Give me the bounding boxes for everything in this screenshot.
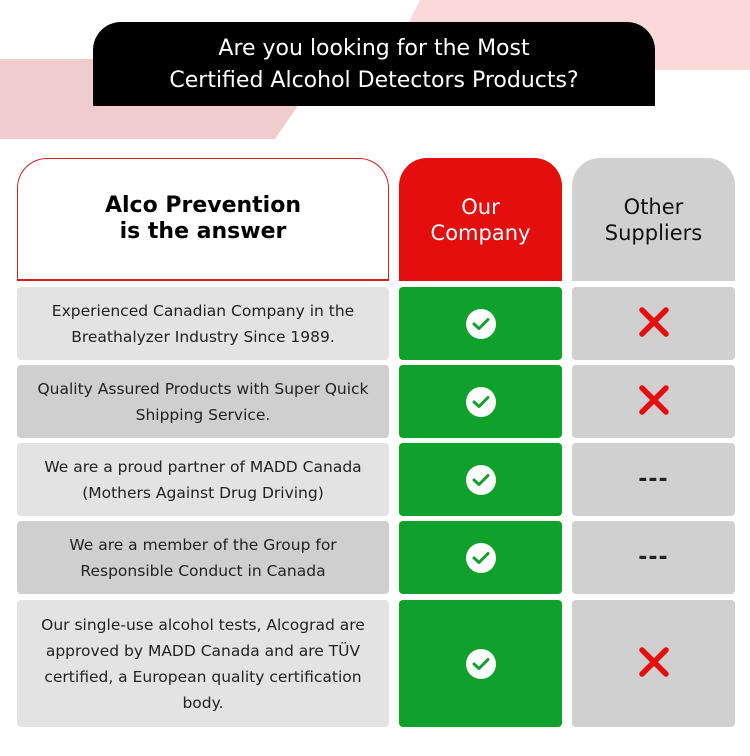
feature-text: Quality Assured Products with Super Quic… — [37, 379, 369, 424]
check-icon — [465, 464, 496, 495]
other-suppliers-cell: --- — [572, 521, 735, 594]
check-icon — [465, 648, 496, 679]
other-label-2: Suppliers — [604, 220, 703, 245]
our-company-header: Our Company — [399, 158, 562, 281]
other-label-1: Other — [623, 194, 684, 219]
feature-cell: We are a proud partner of MADD Canada (M… — [17, 443, 389, 516]
feature-cell: Our single-use alcohol tests, Alcograd a… — [17, 600, 389, 727]
brand-header: Alco Prevention is the answer — [17, 158, 389, 281]
our-company-cell — [399, 521, 562, 594]
dash-text: --- — [638, 467, 669, 492]
our-label-1: Our — [461, 194, 500, 219]
other-suppliers-cell — [572, 365, 735, 438]
our-company-cell — [399, 365, 562, 438]
feature-cell: We are a member of the Group for Respons… — [17, 521, 389, 594]
headline-banner: Are you looking for the Most Certified A… — [93, 22, 655, 106]
our-company-cell — [399, 287, 562, 360]
x-icon — [638, 646, 670, 682]
brand-title: Alco Prevention — [104, 193, 302, 218]
feature-text: We are a proud partner of MADD Canada (M… — [44, 457, 362, 502]
feature-cell: Experienced Canadian Company in the Brea… — [17, 287, 389, 360]
our-company-cell — [399, 443, 562, 516]
other-suppliers-cell: --- — [572, 443, 735, 516]
feature-text: Our single-use alcohol tests, Alcograd a… — [41, 615, 365, 712]
brand-subtitle: is the answer — [119, 219, 287, 244]
check-icon — [465, 308, 496, 339]
x-icon — [638, 384, 670, 420]
headline-line-2: Certified Alcohol Detectors Products? — [169, 68, 579, 93]
our-company-cell — [399, 600, 562, 727]
other-suppliers-cell — [572, 600, 735, 727]
headline-line-1: Are you looking for the Most — [218, 36, 530, 61]
feature-text: Experienced Canadian Company in the Brea… — [51, 301, 355, 346]
our-label-2: Company — [430, 220, 531, 245]
check-icon — [465, 542, 496, 573]
x-icon — [638, 306, 670, 342]
dash-text: --- — [638, 545, 669, 570]
feature-cell: Quality Assured Products with Super Quic… — [17, 365, 389, 438]
check-icon — [465, 386, 496, 417]
other-suppliers-header: Other Suppliers — [572, 158, 735, 281]
other-suppliers-cell — [572, 287, 735, 360]
feature-text: We are a member of the Group for Respons… — [69, 535, 337, 580]
